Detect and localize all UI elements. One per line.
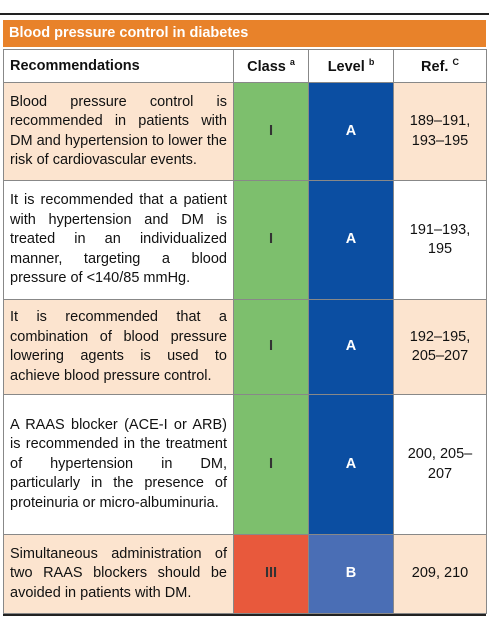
recommendation: Simultaneous administration of two RAAS … xyxy=(3,534,234,614)
table-row: Blood pressure control is recommended in… xyxy=(3,82,487,181)
reference: 191–193, 195 xyxy=(393,180,487,300)
class-cell: I xyxy=(233,394,309,535)
column-header: Ref. C xyxy=(393,49,487,83)
reference: 209, 210 xyxy=(393,534,487,614)
level-cell: A xyxy=(308,394,394,535)
class-cell: I xyxy=(233,82,309,181)
column-header: Recommendations xyxy=(3,49,234,83)
table: Recommendations Class a Level b Ref. C Bloo… xyxy=(3,49,487,614)
reference: 189–191, 193–195 xyxy=(393,82,487,181)
reference: 192–195, 205–207 xyxy=(393,299,487,395)
footnote-marker: a xyxy=(289,57,295,68)
header-row: Recommendations Class a Level b Ref. C xyxy=(3,49,487,83)
column-label: Ref. xyxy=(421,58,449,75)
level-cell: A xyxy=(308,82,394,181)
class-cell: I xyxy=(233,299,309,395)
column-label: Level xyxy=(327,58,365,75)
rule xyxy=(0,13,489,15)
recommendation: A RAAS blocker (ACE-I or ARB) is recomme… xyxy=(3,394,234,535)
column-header: Class a xyxy=(233,49,309,83)
table-box: Blood pressure control in diabetes Recom… xyxy=(3,20,487,614)
column-label: Class xyxy=(247,58,286,75)
column-label: Recommendations xyxy=(10,58,140,74)
table-row: A RAAS blocker (ACE-I or ARB) is recomme… xyxy=(3,394,487,535)
level-cell: A xyxy=(308,180,394,300)
table-title: Blood pressure control in diabetes xyxy=(3,20,486,49)
footnote-marker: C xyxy=(452,57,459,68)
table-row: It is recommended that a combination of … xyxy=(3,299,487,395)
recommendation: It is recommended that a combination of … xyxy=(3,299,234,395)
class-cell: I xyxy=(233,180,309,300)
column-header: Level b xyxy=(308,49,394,83)
recommendation: Blood pressure control is recommended in… xyxy=(3,82,234,181)
reference: 200, 205–207 xyxy=(393,394,487,535)
level-cell: B xyxy=(308,534,394,614)
rule xyxy=(3,614,486,616)
footnote-marker: b xyxy=(368,57,375,68)
table-row: It is recommended that a patient with hy… xyxy=(3,180,487,300)
class-cell: III xyxy=(233,534,309,614)
level-cell: A xyxy=(308,299,394,395)
table-row: Simultaneous administration of two RAAS … xyxy=(3,534,487,614)
recommendation: It is recommended that a patient with hy… xyxy=(3,180,234,300)
